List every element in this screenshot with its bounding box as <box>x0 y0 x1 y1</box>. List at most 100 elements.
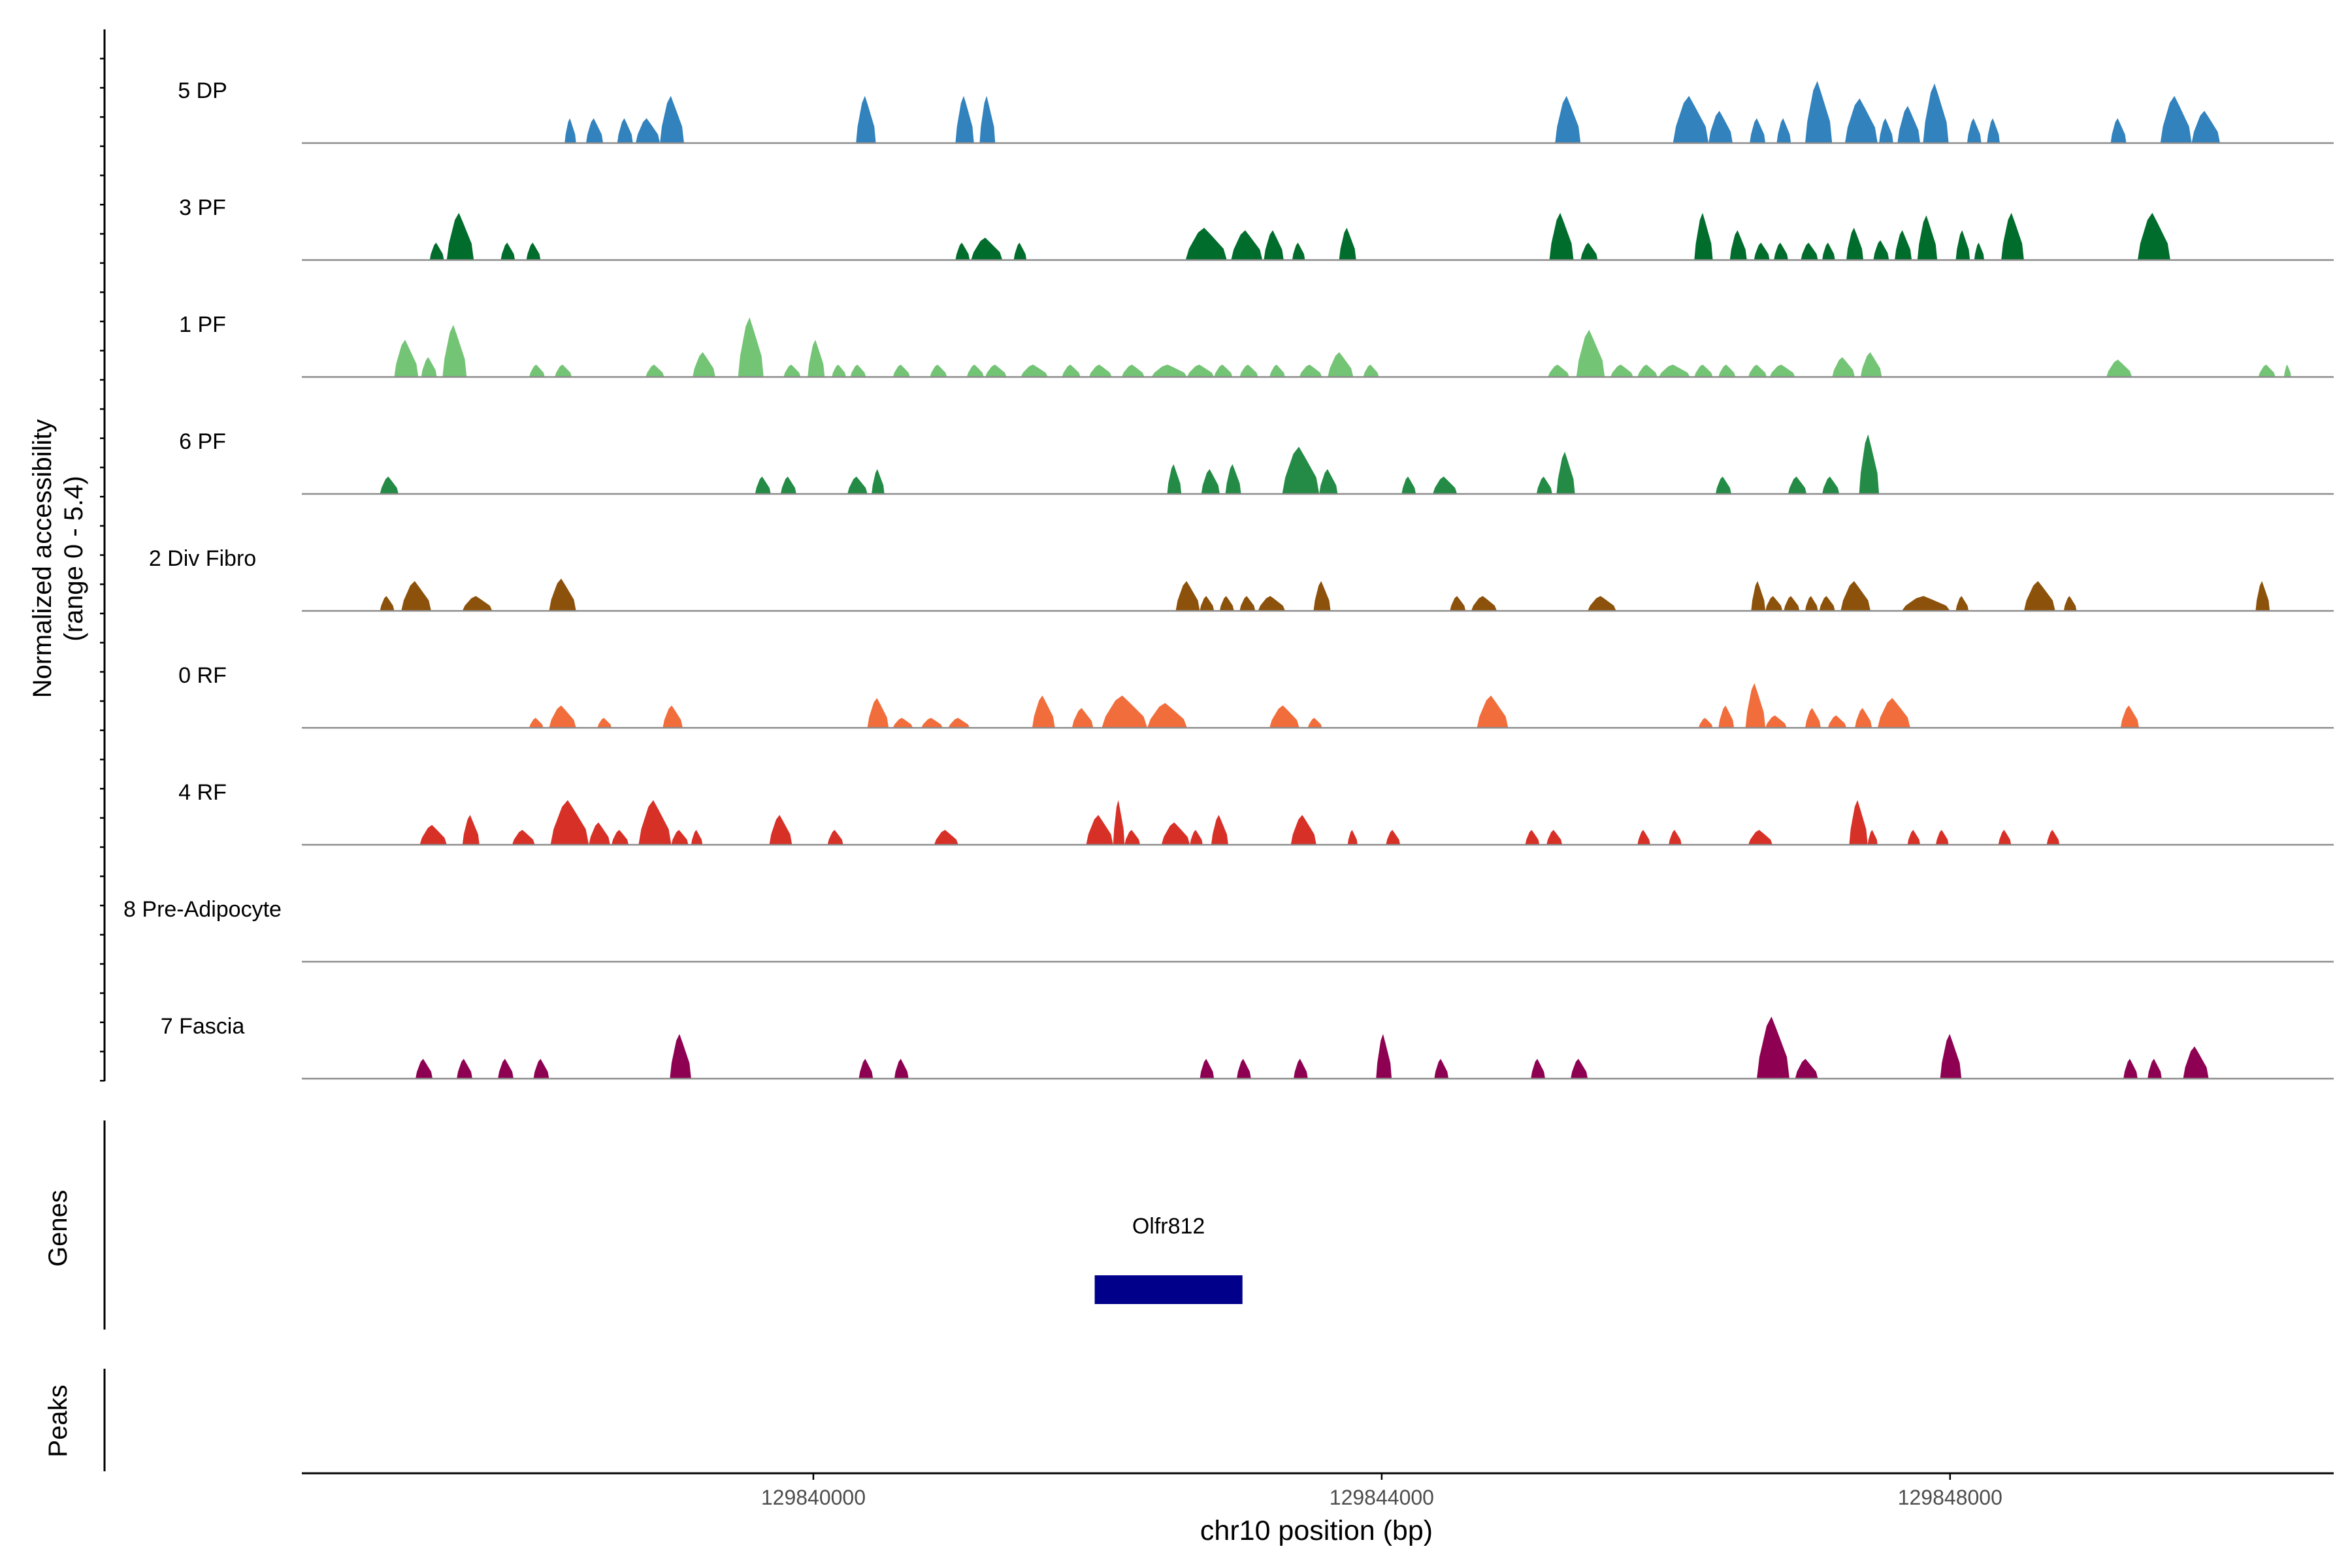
track-label: 4 RF <box>178 780 227 805</box>
coverage-peak <box>1765 715 1787 728</box>
coverage-peak <box>1860 352 1882 377</box>
coverage-peak <box>1013 242 1027 260</box>
coverage-peak <box>858 1058 874 1079</box>
coverage-peak <box>533 1058 549 1079</box>
coverage-peak <box>894 1058 909 1079</box>
track-3-pf <box>302 212 2334 261</box>
coverage-peak <box>671 830 689 845</box>
coverage-peak <box>662 705 683 728</box>
coverage-peak <box>419 825 447 845</box>
x-axis-label: chr10 position (bp) <box>1200 1515 1433 1546</box>
coverage-peak <box>979 95 996 143</box>
coverage-peak <box>550 800 589 845</box>
y-axis-label-line1: Normalized accessibility <box>28 419 57 698</box>
coverage-peak <box>1844 98 1878 143</box>
coverage-peak <box>1328 352 1354 377</box>
coverage-peak <box>1694 365 1713 377</box>
coverage-peak <box>1151 365 1187 377</box>
coverage-peak <box>1846 227 1864 260</box>
coverage-peak <box>1292 242 1305 260</box>
coverage-peak <box>1867 830 1878 845</box>
coverage-peak <box>1237 1058 1251 1079</box>
coverage-peak <box>380 596 395 611</box>
coverage-peak <box>769 815 792 845</box>
coverage-peak <box>1258 596 1285 611</box>
coverage-peak <box>612 830 629 845</box>
coverage-peak <box>1637 830 1650 845</box>
y-axis-label-line2: (range 0 - 5.4) <box>59 476 88 641</box>
coverage-peak <box>1832 357 1855 377</box>
coverage-peak <box>1757 1017 1789 1079</box>
coverage-peak <box>1708 110 1733 143</box>
coverage-peak <box>1805 596 1818 611</box>
coverage-peak <box>1102 695 1147 728</box>
coverage-peak <box>1750 118 1766 143</box>
coverage-peak <box>1897 106 1921 143</box>
coverage-peak <box>2148 1058 2162 1079</box>
coverage-peak <box>1021 365 1048 377</box>
coverage-peak <box>1546 830 1563 845</box>
coverage-peak <box>589 822 610 845</box>
coverage-peak <box>1556 451 1575 494</box>
coverage-peak <box>1795 1058 1818 1079</box>
coverage-peak <box>597 717 612 728</box>
coverage-peak <box>660 95 684 143</box>
coverage-peak <box>1805 81 1833 143</box>
coverage-peak <box>1201 469 1220 494</box>
coverage-peak <box>638 800 672 845</box>
coverage-peak <box>2106 359 2132 377</box>
coverage-peak <box>1698 717 1713 728</box>
coverage-peak <box>462 815 480 845</box>
coverage-peak <box>1659 365 1690 377</box>
x-tick-label: 129840000 <box>761 1486 866 1509</box>
genes-panel: Olfr812 <box>103 1120 1243 1330</box>
x-tick-label: 129848000 <box>1898 1486 2002 1509</box>
coverage-peak <box>2023 581 2055 611</box>
coverage-peak <box>1610 365 1633 377</box>
coverage-peak <box>1801 242 1818 260</box>
coverage-peak <box>500 242 515 260</box>
coverage-peak <box>1873 240 1889 260</box>
coverage-peak <box>401 581 431 611</box>
coverage-peak <box>808 340 825 377</box>
coverage-peak <box>1936 830 1949 845</box>
coverage-peak <box>421 357 437 377</box>
coverage-peak <box>1718 705 1735 728</box>
coverage-peak <box>1363 365 1379 377</box>
coverage-peak <box>1477 695 1509 728</box>
peaks-axis-label: Peaks <box>44 1384 73 1457</box>
coverage-peak <box>985 365 1007 377</box>
coverage-peak <box>1525 830 1540 845</box>
coverage-peak <box>1549 212 1574 260</box>
coverage-peak <box>1998 830 2012 845</box>
coverage-peak <box>1940 1034 1962 1079</box>
coverage-peak <box>512 830 535 845</box>
coverage-peak <box>1433 476 1458 494</box>
coverage-peak <box>416 1058 433 1079</box>
x-axis: 129840000 129844000 129848000 <box>302 1472 2334 1509</box>
coverage-peak <box>1167 464 1182 494</box>
coverage-peak <box>1588 596 1616 611</box>
coverage-peak <box>1190 830 1203 845</box>
coverage-peak <box>921 717 943 728</box>
track-label: 6 PF <box>179 429 226 454</box>
coverage-peak <box>755 476 771 494</box>
coverage-peak <box>1923 83 1949 143</box>
coverage-peak <box>1673 95 1709 143</box>
coverage-peak <box>462 596 493 611</box>
coverage-peak <box>966 365 984 377</box>
coverage-peak <box>1548 365 1569 377</box>
coverage-peak <box>948 717 970 728</box>
coverage-peak <box>1376 1034 1392 1079</box>
coverage-peak <box>2191 110 2220 143</box>
coverage-peak <box>1576 329 1605 377</box>
coverage-peak <box>1917 215 1938 260</box>
coverage-peak <box>1895 230 1912 260</box>
coverage-peak <box>1185 227 1227 260</box>
coverage-peak <box>1124 830 1141 845</box>
coverage-peak <box>1955 230 1970 260</box>
coverage-peak <box>1282 446 1320 494</box>
coverage-peak <box>2160 95 2192 143</box>
coverage-peak <box>1471 596 1497 611</box>
